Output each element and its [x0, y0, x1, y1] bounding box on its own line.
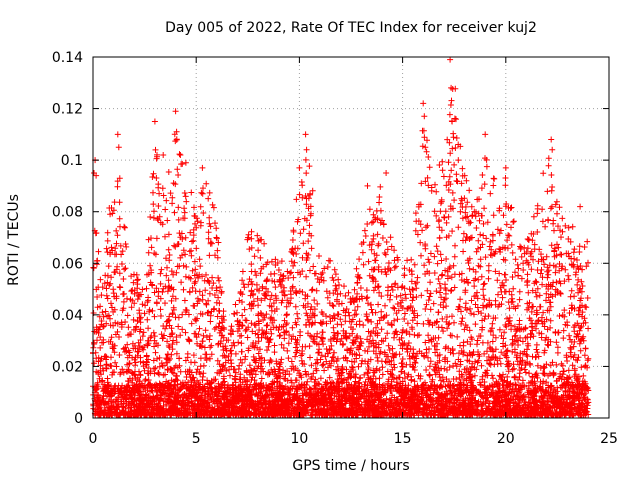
roti-data-points — [90, 56, 592, 419]
plot-frame — [92, 56, 610, 419]
x-tick-label: 5 — [192, 431, 201, 447]
x-tick-label: 25 — [600, 431, 618, 447]
chart-title: Day 005 of 2022, Rate Of TEC Index for r… — [165, 20, 537, 36]
axis-ticks — [92, 56, 610, 419]
x-tick-labels: 0 5 10 15 20 25 — [89, 431, 618, 447]
x-tick-label: 10 — [290, 431, 308, 447]
y-tick-label: 0.12 — [52, 102, 83, 118]
y-axis-label: ROTI / TECUs — [6, 194, 22, 286]
y-tick-label: 0.06 — [52, 256, 83, 272]
y-tick-label: 0.1 — [61, 153, 83, 169]
scatter-points — [90, 56, 592, 419]
y-tick-label: 0.04 — [52, 308, 83, 324]
y-tick-labels: 0 0.02 0.04 0.06 0.08 0.1 0.12 0.14 — [52, 50, 83, 427]
y-tick-label: 0 — [74, 411, 83, 427]
x-axis-label: GPS time / hours — [292, 458, 409, 474]
y-tick-label: 0.08 — [52, 205, 83, 221]
x-tick-label: 0 — [89, 431, 98, 447]
x-tick-label: 15 — [394, 431, 412, 447]
x-tick-label: 20 — [497, 431, 515, 447]
y-tick-label: 0.14 — [52, 50, 83, 66]
y-tick-label: 0.02 — [52, 359, 83, 375]
